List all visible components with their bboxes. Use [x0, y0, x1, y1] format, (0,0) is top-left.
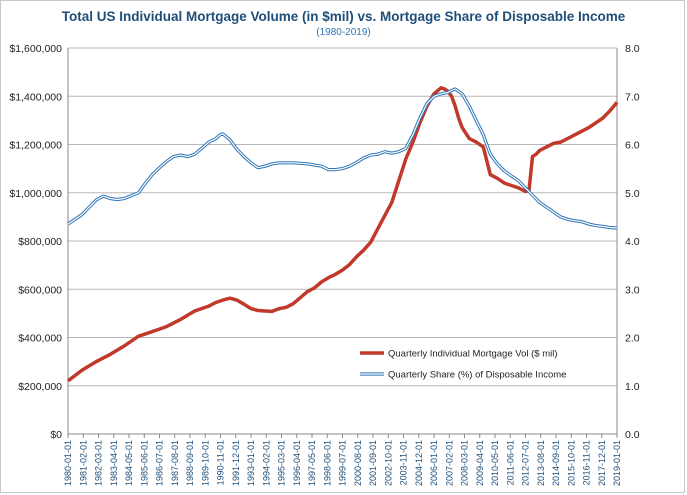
x-tick-label: 2012-07-01 — [521, 440, 531, 486]
x-tick-label: 1984-05-01 — [124, 440, 134, 486]
x-tick-label: 1980-01-01 — [63, 440, 73, 486]
left-tick-label: $1,000,000 — [9, 188, 62, 200]
x-tick-label: 2002-10-01 — [383, 440, 393, 486]
x-tick-label: 2015-10-01 — [566, 440, 576, 486]
left-tick-label: $600,000 — [18, 284, 62, 296]
x-tick-label: 1996-04-01 — [292, 440, 302, 486]
x-tick-label: 2006-01-01 — [429, 440, 439, 486]
x-tick-label: 2011-06-01 — [505, 440, 515, 485]
right-tick-label: 0.0 — [625, 429, 640, 441]
x-tick-label: 1995-03-01 — [277, 440, 287, 486]
x-tick-label: 2019-01-01 — [612, 440, 622, 486]
x-tick-label: 1987-08-01 — [170, 440, 180, 486]
x-tick-label: 2000-08-01 — [353, 440, 363, 486]
left-tick-label: $800,000 — [18, 236, 62, 248]
right-tick-label: 1.0 — [625, 381, 640, 393]
right-tick-label: 2.0 — [625, 333, 640, 345]
left-tick-label: $1,200,000 — [9, 140, 62, 152]
x-tick-label: 1994-02-01 — [261, 440, 271, 486]
x-tick-label: 1998-06-01 — [322, 440, 332, 486]
x-tick-label: 1985-06-01 — [139, 440, 149, 486]
x-tick-label: 2010-05-01 — [490, 440, 500, 486]
x-tick-label: 1988-09-01 — [185, 440, 195, 486]
legend-label-mortgage-volume: Quarterly Individual Mortgage Vol ($ mil… — [388, 349, 558, 360]
chart-subtitle: (1980-2019) — [316, 27, 371, 38]
left-tick-label: $0 — [50, 429, 62, 441]
x-tick-label: 2016-11-01 — [582, 440, 592, 485]
x-tick-label: 2007-02-01 — [444, 440, 454, 486]
legend-label-share: Quarterly Share (%) of Disposable Income — [388, 370, 566, 381]
x-tick-label: 2013-08-01 — [536, 440, 546, 486]
right-tick-label: 6.0 — [625, 140, 640, 152]
x-tick-label: 2017-12-01 — [597, 440, 607, 486]
x-tick-label: 1991-12-01 — [231, 440, 241, 486]
x-tick-label: 1999-07-01 — [338, 440, 348, 486]
x-tick-label: 1989-10-01 — [200, 440, 210, 486]
series-line-share-inner — [67, 88, 618, 229]
series-line-mortgage-volume — [66, 86, 619, 383]
right-tick-label: 5.0 — [625, 188, 640, 200]
right-tick-label: 4.0 — [625, 236, 640, 248]
series-line-share-outer — [67, 87, 618, 230]
x-tick-label: 1990-11-01 — [216, 440, 226, 485]
left-tick-label: $200,000 — [18, 381, 62, 393]
x-tick-label: 1986-07-01 — [155, 440, 165, 486]
x-tick-label: 2014-09-01 — [551, 440, 561, 486]
x-tick-label: 2004-12-01 — [414, 440, 424, 486]
x-tick-label: 2001-09-01 — [368, 440, 378, 486]
right-tick-label: 7.0 — [625, 91, 640, 103]
left-tick-label: $1,400,000 — [9, 91, 62, 103]
right-tick-label: 8.0 — [625, 43, 640, 55]
x-tick-label: 2009-04-01 — [475, 440, 485, 486]
left-tick-label: $400,000 — [18, 333, 62, 345]
x-tick-label: 1982-03-01 — [94, 440, 104, 486]
x-tick-label: 1993-01-01 — [246, 440, 256, 486]
x-tick-label: 1981-02-01 — [78, 440, 88, 486]
x-tick-label: 1997-05-01 — [307, 440, 317, 486]
x-tick-label: 2008-03-01 — [460, 440, 470, 486]
chart-title: Total US Individual Mortgage Volume (in … — [61, 9, 626, 24]
left-tick-label: $1,600,000 — [9, 43, 62, 55]
right-tick-label: 3.0 — [625, 284, 640, 296]
x-tick-label: 1983-04-01 — [109, 440, 119, 486]
x-tick-label: 2003-11-01 — [399, 440, 409, 485]
